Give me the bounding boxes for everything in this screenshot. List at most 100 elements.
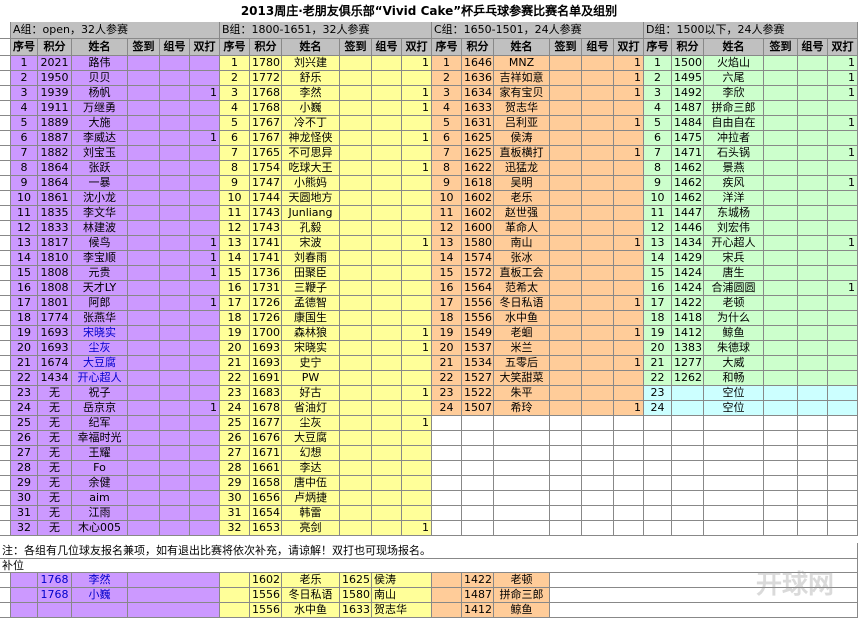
cell: [764, 506, 798, 521]
cell: [190, 476, 220, 491]
cell: [494, 446, 550, 461]
player-name: 吃球大王: [282, 161, 340, 176]
score: 1625: [340, 573, 372, 588]
doubles: 1: [402, 416, 432, 431]
cell: [494, 476, 550, 491]
cell: [828, 341, 858, 356]
cell: [128, 401, 160, 416]
player-name: 大施: [72, 116, 128, 131]
cell: [372, 386, 402, 401]
cell: [828, 221, 858, 236]
cell: [340, 506, 372, 521]
seq: 21: [644, 356, 672, 371]
seq: 29: [11, 476, 38, 491]
cell: [614, 311, 644, 326]
cell: [128, 296, 160, 311]
cell: [340, 206, 372, 221]
player-name: 景燕: [704, 161, 764, 176]
cell: [11, 588, 38, 603]
player-name: 田聚臣: [282, 266, 340, 281]
cell: [432, 461, 462, 476]
score: 1726: [250, 311, 282, 326]
cell: [764, 281, 798, 296]
seq: 15: [11, 266, 38, 281]
cell: [764, 341, 798, 356]
score: 1634: [462, 86, 494, 101]
cell: [644, 491, 672, 506]
player-name: 木心005: [72, 521, 128, 536]
player-name: 六尾: [704, 71, 764, 86]
column-header: 积分: [462, 39, 494, 56]
score: 1424: [672, 266, 704, 281]
cell: [550, 401, 582, 416]
seq: 18: [220, 311, 250, 326]
score: 1691: [250, 371, 282, 386]
score: 1887: [38, 131, 72, 146]
player-name: 孟德智: [282, 296, 340, 311]
score: 1768: [38, 588, 72, 603]
score: 1768: [250, 86, 282, 101]
substitutes-label: 补位: [0, 559, 858, 573]
row-gutter: [0, 251, 11, 266]
cell: [160, 56, 190, 71]
cell: [190, 161, 220, 176]
player-name: Junliang: [282, 206, 340, 221]
player-name: 空位: [704, 386, 764, 401]
player-name: aim: [72, 491, 128, 506]
seq: 26: [11, 431, 38, 446]
seq: 16: [220, 281, 250, 296]
score: 1911: [38, 101, 72, 116]
seq: 19: [644, 326, 672, 341]
player-name: 贺志华: [494, 101, 550, 116]
cell: [582, 206, 614, 221]
cell: [494, 521, 550, 536]
cell: [798, 401, 828, 416]
cell: [672, 521, 704, 536]
cell: [462, 491, 494, 506]
cell: [614, 416, 644, 431]
player-name: 三鞭子: [282, 281, 340, 296]
cell: [340, 161, 372, 176]
cell: [672, 461, 704, 476]
player-name: 林建波: [72, 221, 128, 236]
cell: [128, 371, 160, 386]
cell: [340, 491, 372, 506]
score: 1625: [462, 146, 494, 161]
cell: [128, 221, 160, 236]
cell: [582, 356, 614, 371]
score: 1736: [250, 266, 282, 281]
cell: [402, 266, 432, 281]
seq: 3: [432, 86, 462, 101]
seq: 6: [644, 131, 672, 146]
cell: [160, 386, 190, 401]
score: 1383: [672, 341, 704, 356]
player-name: 老乐: [494, 191, 550, 206]
score: 1537: [462, 341, 494, 356]
cell: [764, 101, 798, 116]
cell: [160, 176, 190, 191]
score: 1487: [672, 101, 704, 116]
cell: [160, 401, 190, 416]
row-gutter: [0, 416, 11, 431]
cell: [128, 521, 160, 536]
player-name: 李文华: [72, 206, 128, 221]
cell: [828, 476, 858, 491]
seq: 8: [644, 161, 672, 176]
cell: [798, 356, 828, 371]
cell: [402, 221, 432, 236]
doubles: 1: [402, 161, 432, 176]
cell: [494, 506, 550, 521]
doubles: 1: [614, 116, 644, 131]
player-name: 韩雷: [282, 506, 340, 521]
cell: [372, 116, 402, 131]
row-gutter: [0, 491, 11, 506]
score: 1462: [672, 191, 704, 206]
cell: [432, 573, 462, 588]
seq: 17: [11, 296, 38, 311]
cell: [128, 356, 160, 371]
cell: [798, 116, 828, 131]
player-name: 朱平: [494, 386, 550, 401]
cell: [494, 491, 550, 506]
column-header: 双打: [828, 39, 858, 56]
row-gutter: [0, 588, 11, 603]
